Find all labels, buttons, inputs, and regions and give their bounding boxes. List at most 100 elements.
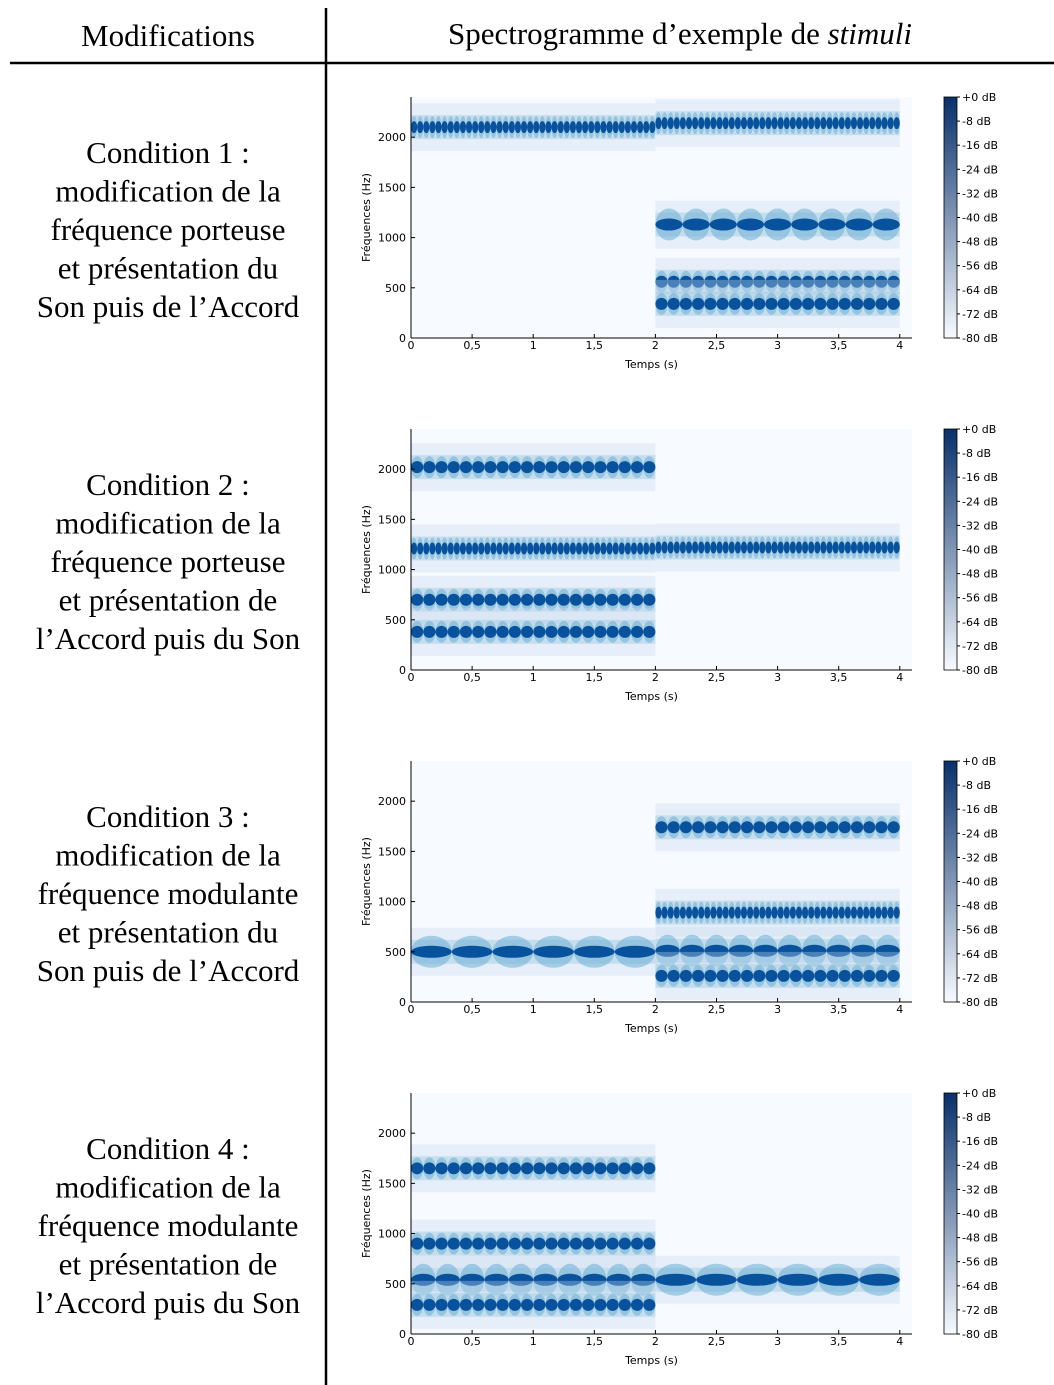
- pulse-core: [459, 1237, 473, 1250]
- pulse-core: [850, 297, 864, 310]
- pulse-core: [844, 541, 851, 554]
- pulse-core: [704, 275, 717, 288]
- pulse-core: [649, 121, 656, 134]
- pulse-core: [759, 117, 766, 130]
- pulse-core: [679, 117, 686, 130]
- pulse-core: [826, 275, 839, 288]
- y-tick-label: 1500: [378, 1177, 406, 1190]
- pulse-core: [606, 1273, 631, 1286]
- pulse-core: [435, 593, 448, 606]
- pulse-core: [692, 117, 699, 130]
- pulse-core: [893, 541, 900, 554]
- colorbar-label: -16 dB: [962, 1135, 998, 1148]
- pulse-core: [637, 542, 644, 555]
- pulse-core: [893, 906, 900, 919]
- band: [411, 1280, 656, 1329]
- x-tick-label: 4: [896, 339, 903, 352]
- pulse-core: [765, 117, 772, 130]
- pulse-core: [545, 625, 558, 638]
- pulse-core: [520, 1237, 534, 1250]
- pulse-core: [826, 821, 839, 834]
- pulse-core: [728, 944, 754, 957]
- pulse-core: [582, 593, 595, 606]
- pulse-core: [520, 121, 528, 134]
- colorbar-label: -80 dB: [962, 996, 998, 1009]
- pulse-core: [557, 121, 564, 134]
- pulse-core: [740, 906, 748, 919]
- colorbar-label: +0 dB: [962, 423, 996, 436]
- pulse-core: [728, 297, 741, 310]
- y-tick-label: 500: [385, 614, 406, 627]
- colorbar-label: -16 dB: [962, 471, 998, 484]
- pulse-core: [881, 541, 888, 554]
- pulse-core: [887, 821, 900, 834]
- pulse-core: [508, 121, 515, 134]
- pulse-core: [655, 906, 662, 919]
- pulse-core: [740, 275, 754, 288]
- pulse-core: [502, 121, 509, 134]
- pulse-core: [582, 461, 595, 474]
- pulse-core: [508, 1237, 521, 1250]
- pulse-core: [435, 1162, 448, 1175]
- x-tick-label: 2: [652, 1003, 659, 1016]
- pulse-core: [582, 1298, 595, 1311]
- pulse-core: [484, 1162, 497, 1175]
- y-axis-label: Fréquences (Hz): [360, 505, 373, 594]
- pulse-core: [423, 542, 430, 555]
- pulse-core: [630, 542, 638, 555]
- pulse-core: [887, 117, 894, 130]
- condition-line: et présentation de: [59, 1247, 278, 1282]
- pulse-core: [838, 117, 845, 130]
- pulse-core: [863, 821, 876, 834]
- spectrogram: 0 0,5 1 1,5 2 2,5 3 3,5 4 0 500 1000 1500 2000 Temps (…: [360, 1087, 998, 1367]
- pulse-core: [569, 593, 583, 606]
- pulse-core: [765, 969, 778, 982]
- pulse-core: [484, 461, 497, 474]
- pulse-core: [802, 297, 815, 310]
- pulse-core: [875, 821, 888, 834]
- pulse-core: [685, 906, 693, 919]
- pulse-core: [582, 625, 595, 638]
- pulse-core: [667, 906, 674, 919]
- pulse-core: [520, 625, 534, 638]
- pulse-core: [569, 1298, 583, 1311]
- x-tick-label: 3,5: [830, 339, 848, 352]
- pulse-core: [881, 906, 888, 919]
- pulse-core: [710, 117, 717, 130]
- pulse-core: [423, 625, 436, 638]
- pulse-core: [429, 542, 436, 555]
- pulse-core: [594, 593, 607, 606]
- pulse-core: [863, 906, 870, 919]
- pulse-core: [661, 906, 668, 919]
- pulse-core: [863, 117, 870, 130]
- y-tick-label: 1000: [378, 564, 406, 577]
- pulse-core: [569, 1237, 583, 1250]
- pulse-core: [411, 625, 424, 638]
- pulse-core: [496, 1298, 509, 1311]
- pulse-core: [423, 1298, 436, 1311]
- pulse-core: [582, 542, 589, 555]
- pulse-core: [673, 117, 680, 130]
- colorbar-label: -24 dB: [962, 827, 998, 840]
- pulse-core: [594, 1237, 607, 1250]
- condition-line: modification de la: [55, 838, 281, 873]
- x-axis-label: Temps (s): [624, 690, 678, 703]
- colorbar-label: -64 dB: [962, 616, 998, 629]
- pulse-core: [692, 275, 705, 288]
- pulse-core: [630, 1237, 644, 1250]
- pulse-core: [533, 1237, 546, 1250]
- pulse-core: [698, 906, 705, 919]
- pulse-core: [606, 121, 613, 134]
- pulse-core: [771, 117, 778, 130]
- pulse-core: [747, 906, 754, 919]
- pulse-core: [472, 625, 485, 638]
- pulse-core: [502, 542, 509, 555]
- pulse-core: [667, 275, 680, 288]
- colorbar-label: -64 dB: [962, 948, 998, 961]
- pulse-core: [679, 906, 686, 919]
- y-tick-label: 0: [399, 1328, 406, 1341]
- pulse-core: [789, 969, 803, 982]
- pulse-core: [875, 297, 888, 310]
- pulse-core: [875, 275, 888, 288]
- pulse-core: [472, 542, 479, 555]
